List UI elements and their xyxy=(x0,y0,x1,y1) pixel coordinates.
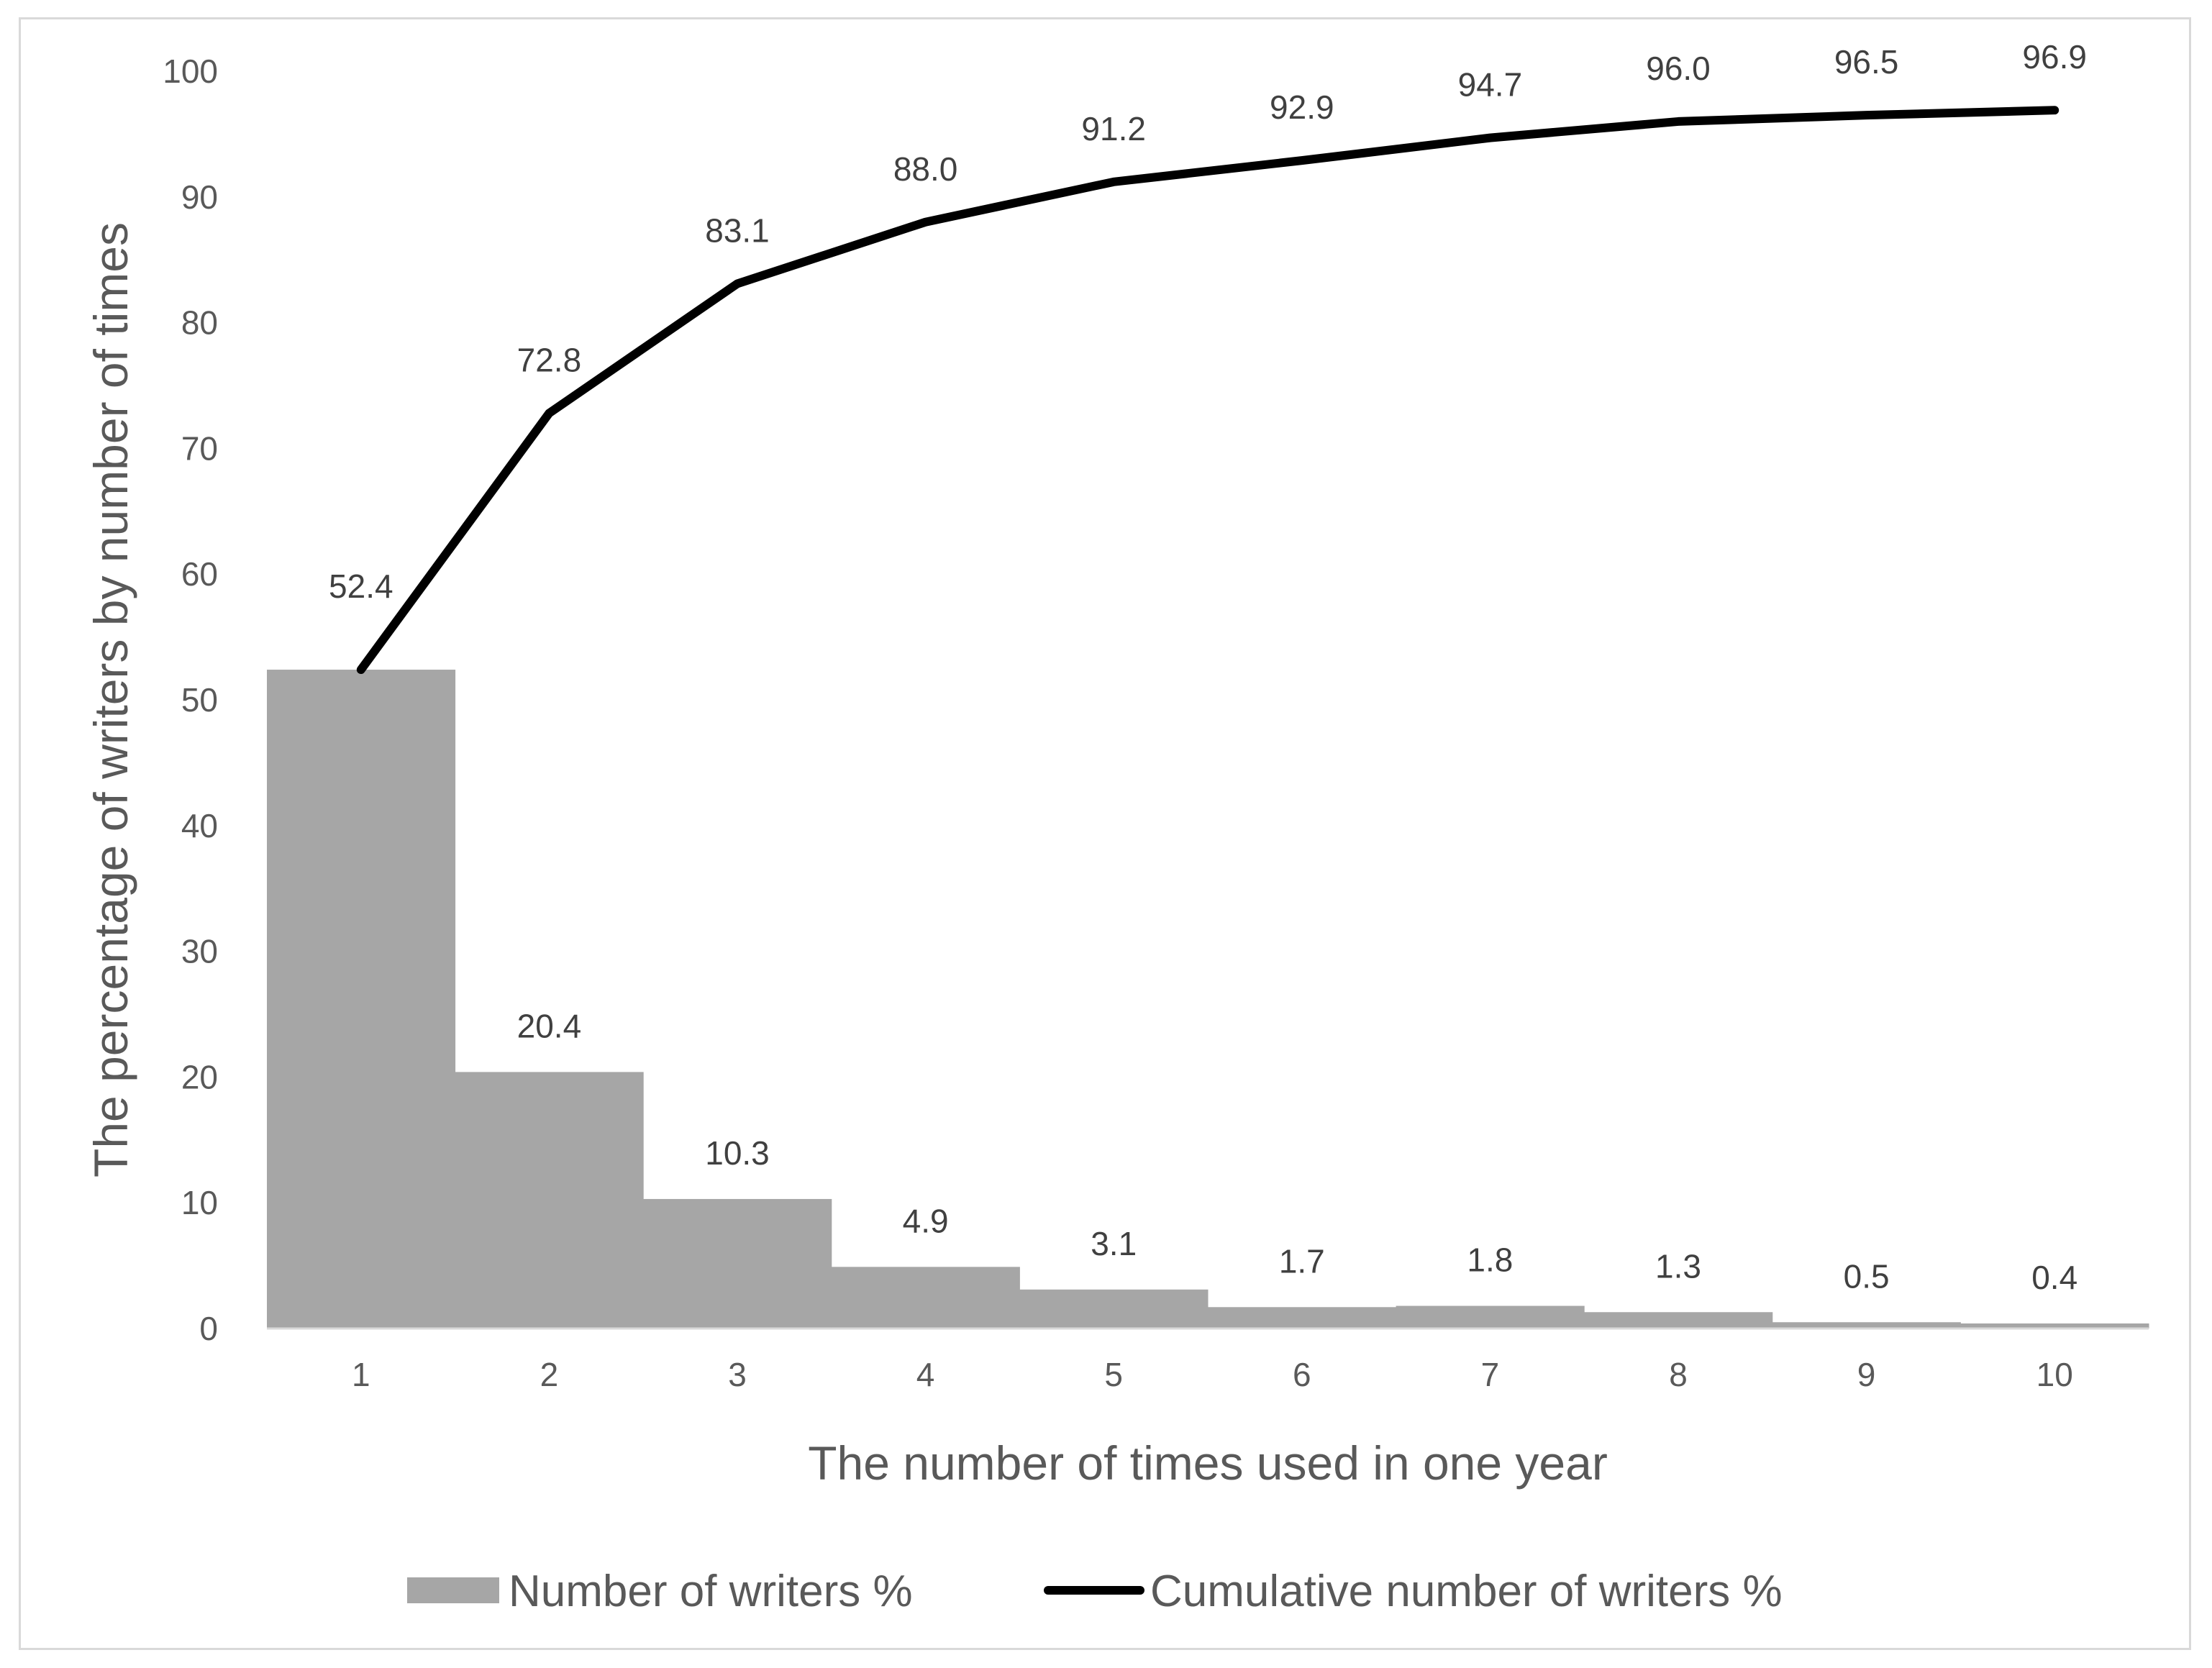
bars-layer xyxy=(267,670,2149,1329)
x-tick-label-10: 10 xyxy=(2036,1356,2073,1393)
y-tick-label-100: 100 xyxy=(163,53,218,90)
bar-data-label-4: 4.9 xyxy=(903,1202,949,1239)
x-tick-label-4: 4 xyxy=(916,1356,935,1393)
bar-3 xyxy=(643,1198,832,1329)
x-tick-label-5: 5 xyxy=(1104,1356,1123,1393)
y-tick-label-50: 50 xyxy=(181,681,218,719)
bar-7 xyxy=(1396,1305,1585,1329)
cumulative-line-layer xyxy=(356,106,2059,675)
bar-data-label-10: 0.4 xyxy=(2031,1259,2077,1296)
pareto-chart: 0 10 20 30 40 50 60 70 80 90 100 1 2 3 4 5 6 7 8 9 10 20.4 1… xyxy=(84,38,2149,1616)
bar-data-label-8: 1.3 xyxy=(1655,1247,1701,1285)
line-data-label-3: 83.1 xyxy=(705,211,770,249)
x-tick-label-7: 7 xyxy=(1481,1356,1500,1393)
bar-data-labels: 20.4 10.3 4.9 3.1 1.7 1.8 1.3 0.5 0.4 xyxy=(517,1007,2078,1296)
x-tick-label-6: 6 xyxy=(1293,1356,1311,1393)
bar-5 xyxy=(1019,1289,1209,1329)
x-tick-label-9: 9 xyxy=(1857,1356,1876,1393)
legend-bar-label: Number of writers % xyxy=(509,1567,913,1616)
x-axis-title: The number of times used in one year xyxy=(808,1436,1608,1490)
line-data-label-2: 72.8 xyxy=(517,341,582,378)
bar-data-label-3: 10.3 xyxy=(705,1134,770,1172)
legend: Number of writers % Cumulative number of… xyxy=(407,1567,1783,1616)
y-axis-title: The percentage of writers by number of t… xyxy=(84,222,137,1177)
bar-data-label-2: 20.4 xyxy=(517,1007,582,1044)
x-tick-label-8: 8 xyxy=(1669,1356,1688,1393)
y-tick-label-70: 70 xyxy=(181,429,218,467)
y-tick-label-30: 30 xyxy=(181,933,218,970)
cumulative-line xyxy=(356,106,2059,675)
bar-data-label-9: 0.5 xyxy=(1844,1257,1890,1295)
line-data-label-6: 92.9 xyxy=(1270,88,1334,126)
y-tick-labels: 0 10 20 30 40 50 60 70 80 90 100 xyxy=(163,53,218,1347)
y-tick-label-60: 60 xyxy=(181,555,218,593)
line-data-label-9: 96.5 xyxy=(1834,43,1899,81)
bar-10 xyxy=(1960,1323,2149,1329)
line-data-labels: 52.4 72.8 83.1 88.0 91.2 92.9 94.7 96.0 96.5 96.9 xyxy=(329,38,2087,605)
y-tick-label-90: 90 xyxy=(181,178,218,216)
bar-1 xyxy=(267,670,456,1329)
line-data-label-10: 96.9 xyxy=(2022,38,2087,76)
y-tick-label-10: 10 xyxy=(181,1184,218,1221)
bar-6 xyxy=(1208,1307,1397,1329)
chart-frame: 0 10 20 30 40 50 60 70 80 90 100 1 2 3 4 5 6 7 8 9 10 20.4 1… xyxy=(19,17,2191,1650)
y-tick-label-80: 80 xyxy=(181,304,218,342)
line-data-label-8: 96.0 xyxy=(1646,50,1711,87)
y-tick-label-20: 20 xyxy=(181,1058,218,1095)
bar-data-label-6: 1.7 xyxy=(1279,1242,1325,1280)
line-data-label-5: 91.2 xyxy=(1081,110,1146,147)
x-tick-label-2: 2 xyxy=(540,1356,559,1393)
bar-data-label-5: 3.1 xyxy=(1091,1225,1137,1262)
bar-2 xyxy=(455,1072,644,1329)
x-tick-label-3: 3 xyxy=(728,1356,747,1393)
bar-data-label-7: 1.8 xyxy=(1467,1241,1513,1279)
bar-8 xyxy=(1584,1312,1773,1329)
legend-line-label: Cumulative number of writers % xyxy=(1150,1567,1783,1616)
y-tick-label-0: 0 xyxy=(199,1310,218,1347)
y-tick-label-40: 40 xyxy=(181,807,218,844)
legend-bar-swatch xyxy=(407,1577,499,1603)
x-tick-label-1: 1 xyxy=(352,1356,370,1393)
line-data-label-4: 88.0 xyxy=(893,150,958,188)
bar-4 xyxy=(831,1267,1020,1329)
bar-9 xyxy=(1772,1322,1961,1329)
x-tick-labels: 1 2 3 4 5 6 7 8 9 10 xyxy=(352,1356,2073,1393)
line-data-label-1: 52.4 xyxy=(329,568,393,605)
line-data-label-7: 94.7 xyxy=(1458,66,1523,104)
